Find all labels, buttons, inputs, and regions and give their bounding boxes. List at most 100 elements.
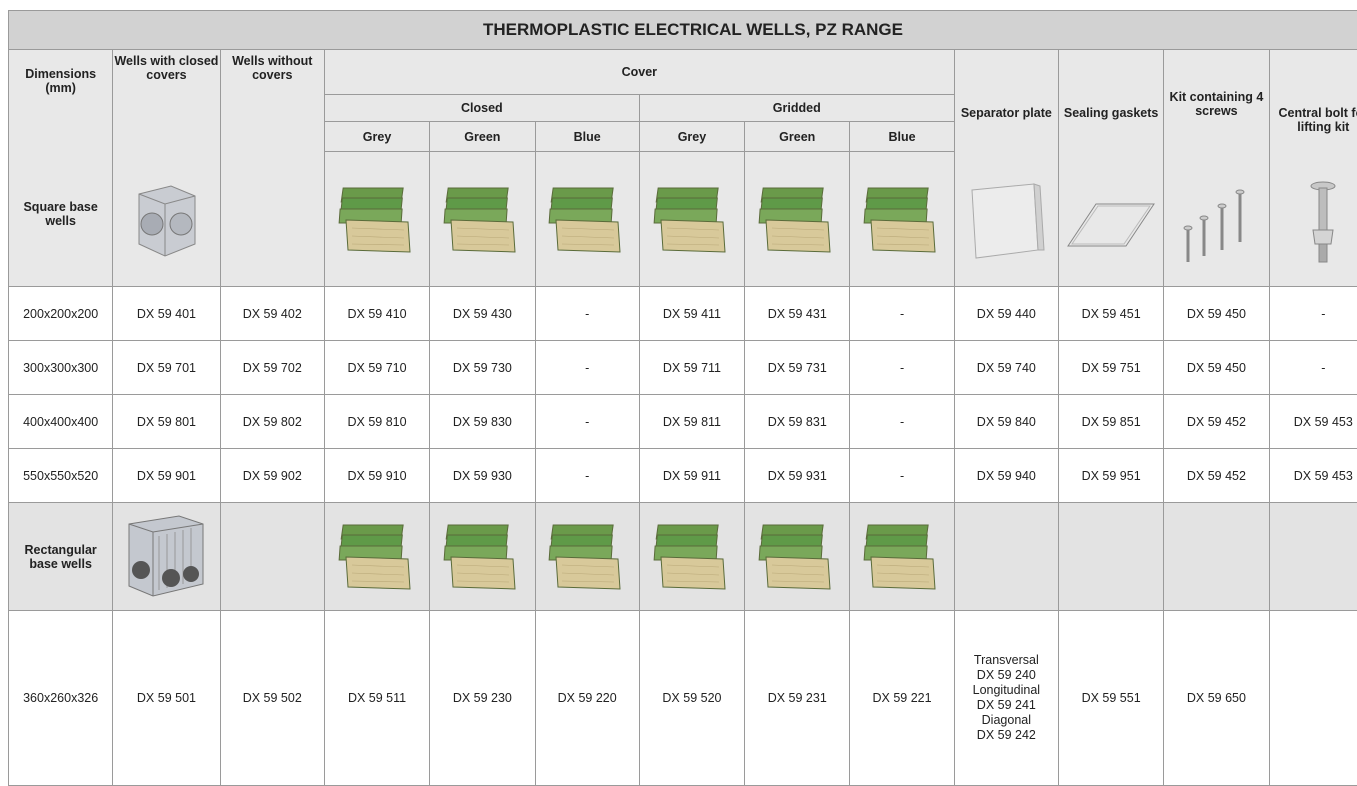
rect-image (128, 515, 204, 597)
image-cell (429, 502, 536, 611)
image-cell (744, 502, 851, 611)
cover-image (758, 187, 831, 253)
cover-icon (328, 519, 426, 594)
color-header: Grey (638, 121, 746, 152)
data-cell: DX 59 801 (112, 394, 221, 449)
data-cell: DX 59 451 (1057, 286, 1165, 341)
data-cell (1268, 610, 1357, 786)
color-header: Grey (323, 121, 431, 152)
cover-image (863, 187, 936, 253)
header-text: Kit containing 4 screws (1169, 90, 1264, 118)
data-cell: 550x550x520 (7, 448, 114, 503)
data-cell: DX 59 851 (1057, 394, 1165, 449)
image-cell (323, 151, 431, 287)
header-cell: Wells without covers (219, 49, 325, 287)
data-cell: - (1268, 340, 1357, 395)
data-cell: DX 59 740 (953, 340, 1059, 395)
data-cell: DX 59 702 (219, 340, 325, 395)
data-cell: DX 59 453 (1268, 448, 1357, 503)
header-cell: Gridded (638, 94, 955, 122)
data-cell: DX 59 411 (638, 286, 746, 341)
data-cell: DX 59 730 (429, 340, 536, 395)
cover-image (653, 187, 726, 253)
gasket-image (1067, 203, 1156, 247)
data-cell: DX 59 453 (1268, 394, 1357, 449)
header-cell: Separator plate (953, 49, 1059, 287)
data-cell: DX 59 930 (429, 448, 536, 503)
data-cell: DX 59 711 (638, 340, 746, 395)
cell-line: DX 59 242 (976, 728, 1036, 742)
cover-icon (748, 519, 846, 594)
image-cell (849, 502, 955, 611)
image-cell (534, 502, 640, 611)
image-cell (744, 151, 851, 287)
cell-box: Dimensions (mm) Square base wells (9, 50, 112, 285)
table-title: THERMOPLASTIC ELECTRICAL WELLS, PZ RANGE (8, 10, 1357, 50)
cover-image (548, 187, 621, 253)
data-row: 400x400x400 DX 59 801 DX 59 802 DX 59 810 DX… (7, 394, 1357, 449)
data-cell: DX 59 511 (323, 610, 431, 786)
data-cell: DX 59 810 (323, 394, 431, 449)
data-cell: DX 59 450 (1163, 286, 1270, 341)
cell-line: DX 59 240 (976, 668, 1036, 682)
image-cell (1057, 502, 1165, 611)
data-row: 300x300x300 DX 59 701 DX 59 702 DX 59 710 DX… (7, 340, 1357, 395)
title-row: THERMOPLASTIC ELECTRICAL WELLS, PZ RANGE (8, 10, 1357, 50)
data-cell: Transversal DX 59 240 Longitudinal DX 59 24… (953, 610, 1059, 786)
cell-line: DX 59 241 (976, 698, 1036, 712)
header-cell: Sealing gaskets (1057, 49, 1165, 287)
data-cell: DX 59 410 (323, 286, 431, 341)
header-cell: Dimensions (mm) Square base wells (7, 49, 114, 287)
section-label: Square base wells (23, 200, 98, 228)
cover-icon (748, 182, 846, 257)
cover-icon (853, 182, 950, 257)
cover-image (443, 187, 516, 253)
data-cell: DX 59 911 (638, 448, 746, 503)
cover-image (758, 524, 831, 590)
data-cell: DX 59 520 (638, 610, 746, 786)
data-cell: DX 59 710 (323, 340, 431, 395)
data-cell: DX 59 951 (1057, 448, 1165, 503)
image-cell (1163, 502, 1270, 611)
section-row: Rectangular base wells (7, 502, 1357, 611)
cell-line: Longitudinal (972, 683, 1041, 697)
section-label: Rectangular base wells (7, 502, 114, 611)
data-cell: DX 59 902 (219, 448, 325, 503)
image-cell (219, 502, 325, 611)
data-cell: DX 59 231 (744, 610, 851, 786)
data-cell: DX 59 910 (323, 448, 431, 503)
data-cell: DX 59 431 (744, 286, 851, 341)
data-cell: - (534, 340, 640, 395)
image-cell (429, 151, 536, 287)
image-row (9, 151, 1357, 287)
data-row: 550x550x520 DX 59 901 DX 59 902 DX 59 910 DX… (7, 448, 1357, 503)
cover-icon (539, 519, 636, 594)
data-cell: 400x400x400 (7, 394, 114, 449)
cell-box: Separator plate (955, 50, 1058, 285)
header-text: Central bolt for lifting kit (1278, 106, 1357, 134)
data-row: 200x200x200 DX 59 401 DX 59 402 DX 59 410 DX… (7, 286, 1357, 341)
rect-icon (116, 510, 216, 603)
color-header: Blue (534, 121, 640, 152)
data-cell: DX 59 940 (953, 448, 1059, 503)
data-cell: 300x300x300 (7, 340, 114, 395)
cover-image (338, 187, 411, 253)
header-cell: Kit containing 4 screws (1163, 49, 1270, 287)
data-cell: DX 59 840 (953, 394, 1059, 449)
header-cell: Closed (323, 94, 640, 122)
color-header: Green (429, 121, 536, 152)
cell-line: Transversal (973, 653, 1039, 667)
data-cell: DX 59 551 (1057, 610, 1165, 786)
data-cell: DX 59 220 (534, 610, 640, 786)
data-cell: DX 59 430 (429, 286, 536, 341)
image-cell (1268, 502, 1357, 611)
header-row: Dimensions (mm) Square base wells Wells wi… (7, 49, 1357, 287)
header-text: Dimensions (mm) (25, 67, 97, 95)
data-cell: DX 59 751 (1057, 340, 1165, 395)
cover-icon (433, 182, 531, 257)
color-header: Blue (849, 121, 955, 152)
cover-icon (643, 519, 741, 594)
data-cell: DX 59 811 (638, 394, 746, 449)
data-cell: DX 59 402 (219, 286, 325, 341)
